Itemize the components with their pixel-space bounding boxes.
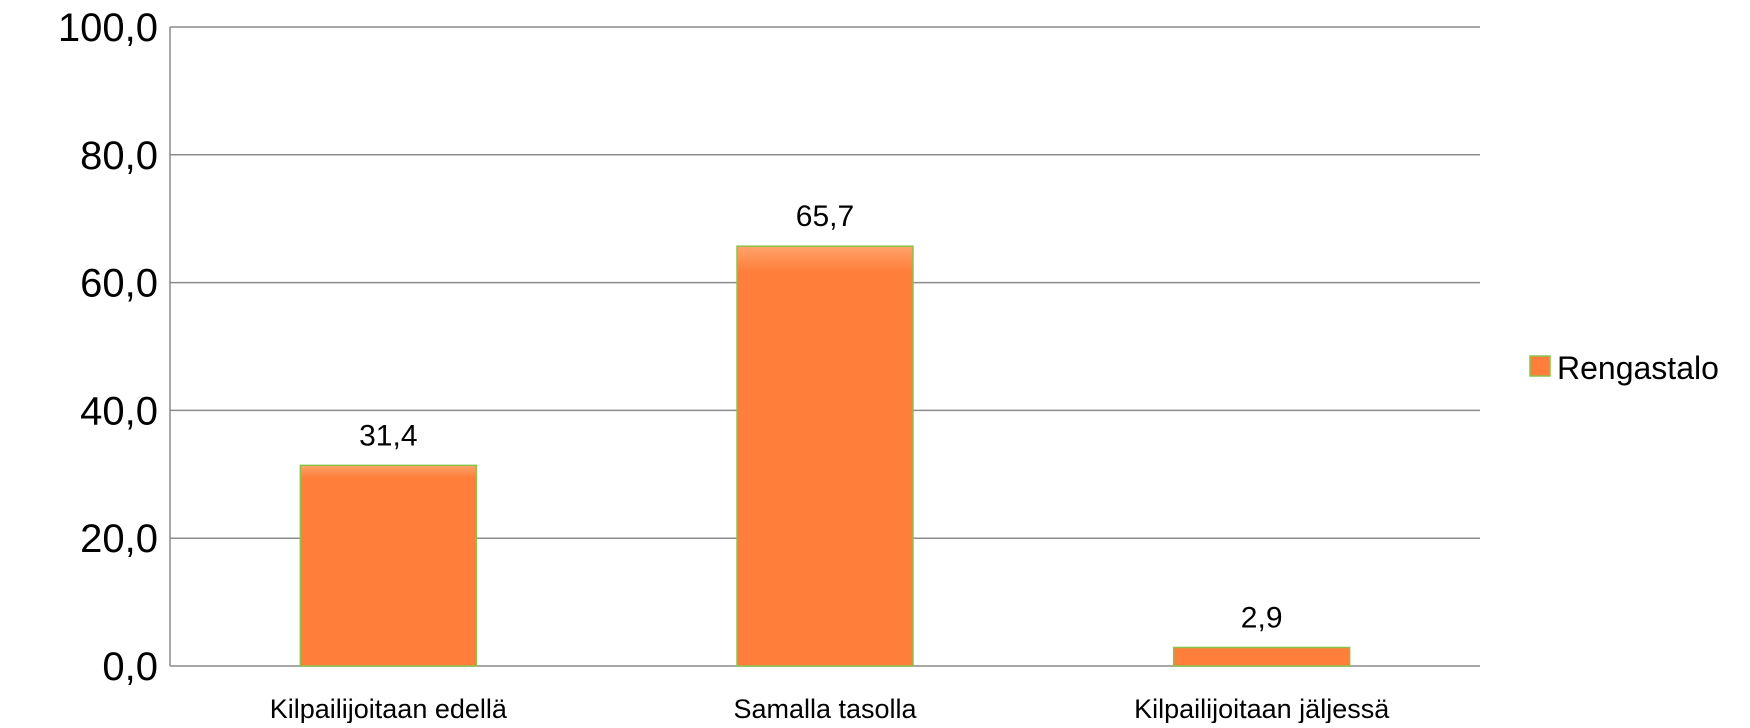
y-tick-label: 40,0	[80, 389, 158, 433]
y-tick-label: 20,0	[80, 517, 158, 561]
data-label: 2,9	[1241, 601, 1283, 634]
bar	[736, 245, 914, 667]
labels: 0,0 20,0 40,0 60,0 80,0 100,0 31,4 Kilpailijoit…	[58, 6, 1390, 724]
legend: Rengastalo	[1529, 350, 1719, 386]
y-tick-label: 0,0	[102, 645, 158, 689]
legend-swatch	[1529, 355, 1551, 377]
y-tick-label: 60,0	[80, 262, 158, 306]
x-tick-label: Samalla tasolla	[733, 694, 917, 723]
data-label: 65,7	[796, 200, 854, 233]
legend-label: Rengastalo	[1557, 350, 1719, 386]
bar	[299, 464, 478, 667]
bars	[299, 245, 1351, 667]
y-tick-label: 100,0	[58, 6, 158, 50]
x-tick-label: Kilpailijoitaan edellä	[270, 694, 508, 723]
data-label: 31,4	[359, 419, 417, 452]
bar	[1172, 646, 1351, 667]
y-tick-label: 80,0	[80, 134, 158, 178]
x-tick-label: Kilpailijoitaan jäljessä	[1134, 694, 1390, 723]
